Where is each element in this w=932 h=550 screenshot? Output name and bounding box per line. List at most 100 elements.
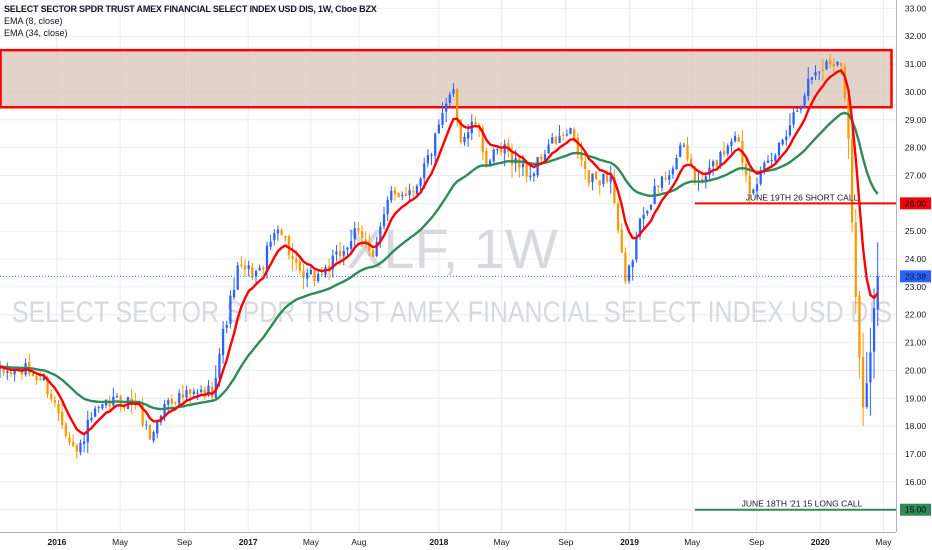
candle	[752, 188, 755, 196]
candle-body	[832, 63, 835, 67]
candle	[624, 247, 627, 285]
short-call-level[interactable]: JUNE 19TH 26 SHORT CALL 26.00	[694, 192, 931, 210]
candle-body	[130, 398, 133, 403]
candle	[273, 229, 276, 246]
long-call-level[interactable]: JUNE 18TH '21 15 LONG CALL 15.00	[694, 499, 931, 516]
candle-body	[540, 156, 543, 160]
candle-body	[649, 204, 653, 210]
candle	[840, 62, 843, 75]
candle-body	[836, 61, 839, 66]
candle-body	[152, 432, 155, 441]
candle-body	[569, 128, 572, 134]
candle	[0, 361, 2, 378]
candle	[35, 372, 38, 385]
price-tick-label: 25.00	[905, 226, 927, 236]
candle	[872, 288, 876, 379]
candle-body	[53, 400, 56, 403]
time-tick-label: May	[875, 537, 892, 547]
candle	[865, 351, 868, 409]
candle	[243, 259, 247, 277]
candle-body	[390, 190, 393, 201]
ema-fast-label: EMA (8, close)	[4, 16, 63, 26]
watermark-symbol: XLF, 1W	[346, 217, 558, 280]
candle-body	[496, 149, 499, 151]
candle	[818, 71, 821, 81]
candle-body	[668, 175, 671, 180]
candle-body	[218, 353, 221, 379]
candle	[861, 332, 865, 427]
candle-body	[613, 177, 616, 204]
candle-body	[529, 175, 532, 177]
candle	[192, 388, 195, 397]
candle	[774, 153, 777, 164]
candle	[869, 327, 872, 416]
candle	[82, 434, 86, 453]
candle	[408, 183, 411, 201]
candle	[543, 149, 547, 161]
candle-body	[730, 141, 733, 147]
candle-body	[521, 163, 525, 168]
level-price-label: 26.00	[905, 198, 927, 208]
price-tick-label: 15.00	[905, 505, 927, 515]
candle-body	[492, 149, 495, 162]
option-levels[interactable]: JUNE 19TH 26 SHORT CALL 26.00 JUNE 18TH '2…	[694, 192, 931, 516]
candle-body	[232, 289, 236, 298]
candle-body	[243, 265, 247, 270]
candle	[803, 92, 806, 109]
ema-lines	[0, 68, 879, 436]
candle-body	[434, 133, 437, 156]
time-tick-label: Aug	[351, 537, 366, 547]
candle	[145, 420, 148, 430]
price-tick-label: 21.00	[905, 338, 927, 348]
candle	[609, 165, 612, 194]
candle-body	[415, 186, 419, 195]
candle-body	[156, 420, 159, 434]
candle-body	[810, 77, 814, 80]
candle-body	[262, 267, 265, 270]
candle-body	[287, 236, 291, 256]
candle	[364, 231, 367, 249]
candle	[832, 58, 835, 72]
candle-body	[280, 229, 283, 236]
candle	[755, 177, 759, 200]
candle-body	[562, 134, 565, 137]
level-price-tag	[900, 197, 931, 210]
candle	[269, 234, 272, 251]
price-tick-label: 33.00	[905, 3, 927, 13]
price-tick-label: 24.00	[905, 254, 927, 264]
candle-body	[712, 161, 715, 167]
candle-body	[580, 154, 583, 161]
candle	[620, 223, 623, 254]
candle	[221, 320, 225, 364]
candle	[61, 403, 64, 430]
candle-body	[448, 94, 451, 103]
price-tick-label: 22.00	[905, 310, 927, 320]
candle-body	[642, 214, 645, 219]
price-tick-label: 32.00	[905, 31, 927, 41]
candle-body	[821, 69, 824, 71]
candle	[445, 97, 448, 123]
candle	[397, 192, 400, 198]
time-tick-label: 2018	[429, 537, 448, 547]
candle	[331, 249, 334, 278]
candle-body	[291, 256, 294, 259]
level-price-label: 15.00	[905, 505, 927, 515]
candle	[371, 249, 375, 258]
candle-body	[796, 110, 799, 112]
candle-body	[331, 255, 334, 270]
candle	[357, 222, 360, 235]
candle	[565, 129, 568, 137]
candle-body	[452, 89, 455, 94]
candle-body	[181, 394, 184, 398]
price-tick-label: 19.00	[905, 393, 927, 403]
candle-body	[42, 377, 46, 381]
candle	[587, 169, 590, 188]
current-price-tag	[900, 270, 931, 283]
candle	[777, 142, 781, 158]
candle-body	[759, 170, 762, 184]
candle-body	[690, 158, 693, 166]
candle-body	[207, 385, 210, 396]
candle-body	[61, 411, 64, 426]
